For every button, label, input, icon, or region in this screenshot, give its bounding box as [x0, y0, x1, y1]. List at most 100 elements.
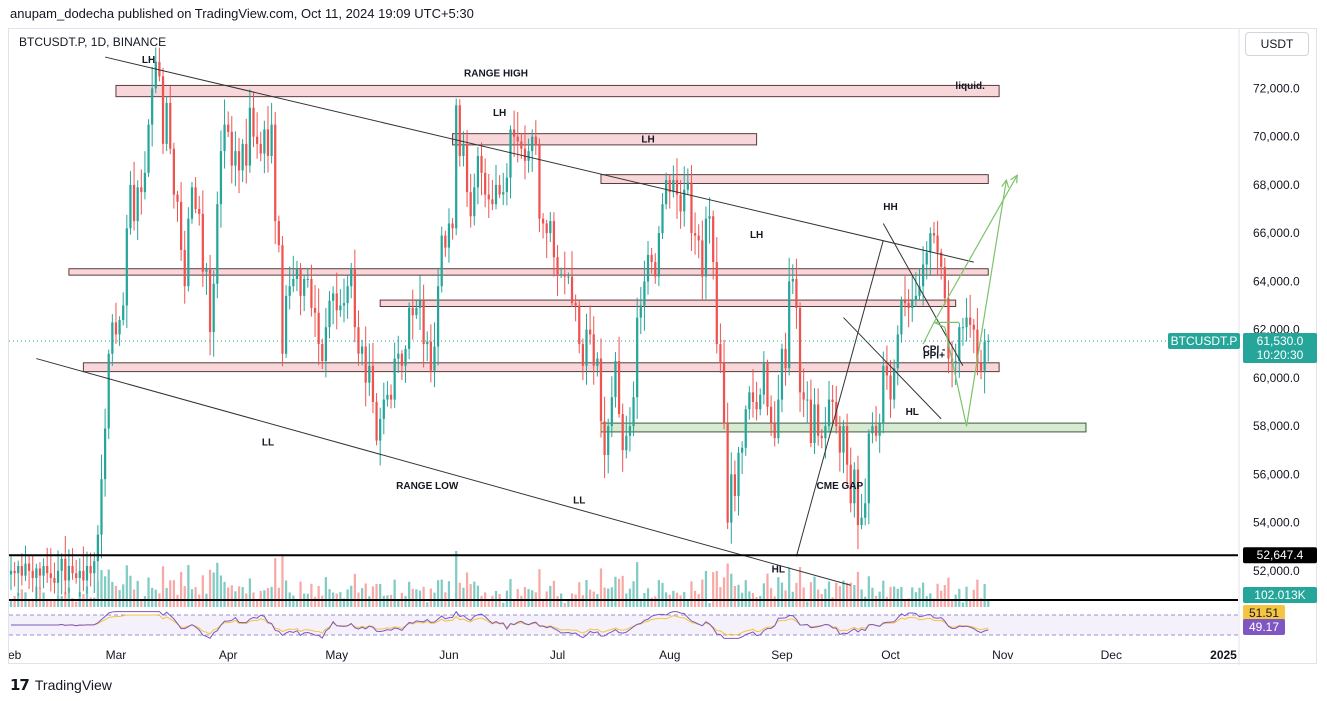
candle-body [921, 264, 925, 287]
volume-value-label: 102.013K [1254, 588, 1305, 602]
volume-bar [346, 589, 349, 607]
candle-body [172, 148, 175, 195]
candle-body [455, 105, 458, 229]
volume-bar [93, 597, 96, 607]
candle-body [252, 107, 255, 137]
volume-bar [284, 580, 288, 607]
candle-body [505, 177, 508, 193]
volume-layer [9, 551, 990, 607]
volume-bar [60, 595, 63, 607]
candle-body [400, 353, 404, 366]
candle-body [389, 394, 393, 400]
projection-path[interactable] [922, 179, 1007, 427]
price-chart[interactable]: LH RANGE HIGH liquid. LH LH HH LH CPI -PPI+ HL LL… [9, 29, 1318, 665]
volume-bar [147, 577, 150, 607]
resistance-zone[interactable] [68, 268, 989, 276]
currency-unit-button[interactable]: USDT [1245, 32, 1309, 56]
candle-body [798, 307, 802, 393]
candle-body [484, 172, 487, 195]
chart-panel[interactable]: LH RANGE HIGH liquid. LH LH HH LH CPI - PPI+ HL LL… [8, 28, 1318, 665]
candle-body [795, 278, 798, 308]
resistance-zone[interactable] [452, 133, 758, 146]
volume-bar [719, 587, 722, 607]
candle-body [205, 269, 208, 272]
volume-bar [201, 575, 204, 607]
volume-bar [379, 583, 382, 607]
volume-bar [950, 600, 954, 607]
candle-body [310, 278, 313, 308]
candle-body [802, 392, 805, 400]
x-tick-label: Oct [881, 648, 900, 662]
candle-body [871, 426, 874, 434]
volume-bar [541, 598, 545, 607]
candle-body [165, 102, 168, 144]
volume-bar [893, 586, 896, 607]
resistance-zone[interactable] [82, 362, 1000, 373]
candle-body [129, 184, 132, 229]
volume-bar [53, 600, 56, 607]
volume-bar [780, 582, 784, 607]
trendline[interactable] [882, 223, 964, 367]
volume-bar [194, 587, 197, 607]
resistance-zone[interactable] [379, 299, 957, 307]
volume-bar [350, 585, 353, 607]
trendline[interactable] [104, 56, 974, 263]
candle-body [679, 194, 682, 212]
candle-body [929, 233, 932, 253]
trendline[interactable] [36, 358, 851, 586]
volume-bar [89, 597, 92, 607]
trendline[interactable] [795, 240, 884, 557]
volume-bar [132, 589, 136, 607]
volume-bar [360, 588, 364, 607]
candle-body [769, 406, 773, 424]
volume-bar [567, 599, 570, 607]
candle-body [476, 155, 480, 188]
volume-bar [451, 601, 454, 607]
candle-body [429, 341, 432, 371]
candle-body [433, 346, 436, 371]
candle-body [932, 233, 936, 236]
volume-bar [552, 580, 556, 607]
candle-body [447, 223, 451, 248]
resistance-zone[interactable] [115, 84, 1000, 98]
y-tick-label: 54,000.0 [1253, 516, 1300, 530]
candle-body [936, 235, 939, 253]
candle-body [918, 286, 921, 296]
volume-bar [408, 581, 411, 607]
volume-bar [114, 585, 118, 607]
candle-body [357, 327, 360, 354]
candle-body [60, 558, 63, 571]
tradingview-footer[interactable]: 17 TradingView [10, 676, 112, 694]
candle-body [118, 319, 121, 335]
annotations-layer: LH RANGE HIGH liquid. LH LH HH LH CPI -PPI+ HL LL… [142, 55, 985, 575]
candle-body [954, 360, 957, 364]
candle-body [136, 187, 139, 222]
resistance-zone[interactable] [600, 174, 989, 184]
volume-bar [237, 586, 241, 607]
volume-bar [806, 601, 809, 607]
candle-body [943, 266, 946, 299]
volume-bar [715, 571, 718, 607]
volume-bar [874, 595, 878, 607]
projection-path[interactable] [933, 174, 1018, 323]
volume-bar [292, 595, 295, 607]
candle-body [809, 399, 813, 443]
candle-body [418, 300, 422, 308]
volume-bar [473, 581, 476, 607]
candle-body [411, 307, 414, 316]
candle-body [748, 392, 751, 410]
x-tick-label: Dec [1101, 648, 1122, 662]
volume-bar [455, 551, 458, 607]
volume-bar [277, 587, 280, 607]
rsi-ma-label: 51.51 [1249, 606, 1279, 620]
candle-body [379, 418, 382, 441]
volume-bar [295, 599, 299, 607]
volume-bar [835, 582, 838, 607]
trendline[interactable] [843, 317, 942, 420]
candle-body [216, 204, 219, 284]
candle-body [335, 293, 338, 311]
volume-bar [632, 581, 635, 607]
volume-bar [75, 601, 78, 607]
volume-bar [520, 595, 523, 607]
candle-body [360, 346, 364, 354]
